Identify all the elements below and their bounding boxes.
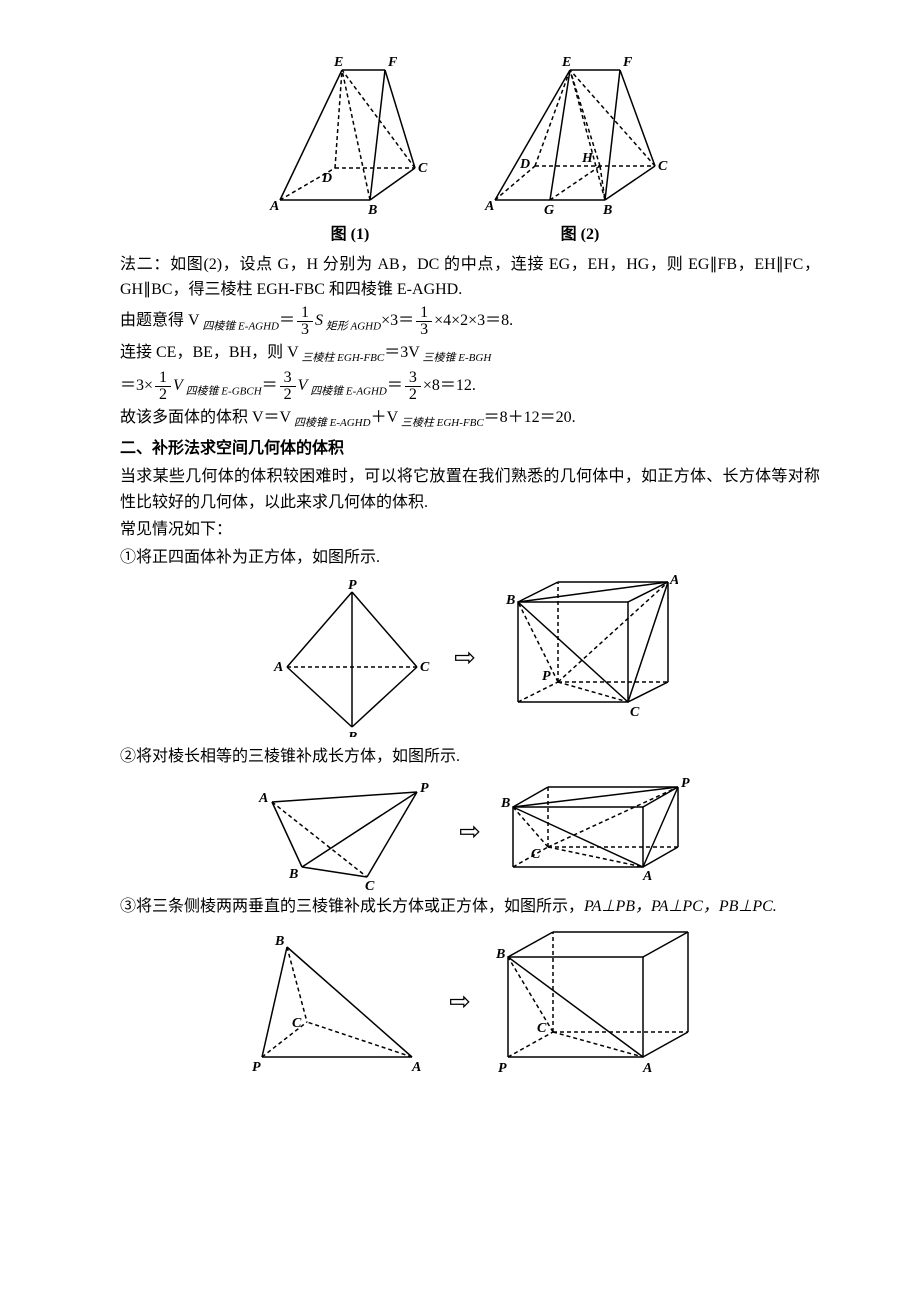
section2-title: 二、补形法求空间几何体的体积 xyxy=(120,436,820,462)
section2-item1: ①将正四面体补为正方体，如图所示. xyxy=(120,545,820,571)
svg-text:A: A xyxy=(669,573,678,588)
eq3-mid3: V xyxy=(298,377,308,394)
vol-mid1: ＋V xyxy=(371,409,399,426)
svg-text:B: B xyxy=(347,730,357,737)
figure-1-svg: A B C D E F xyxy=(260,50,440,220)
svg-text:C: C xyxy=(420,660,430,675)
item2-figures: A P B C ⇨ B P A C xyxy=(120,772,820,892)
svg-text:B: B xyxy=(367,203,377,218)
eq1-prefix: 由题意得 V xyxy=(120,312,200,329)
eq1-mid3: ×3＝ xyxy=(381,312,414,329)
figure-2-svg: A G B C H D E F xyxy=(480,50,680,220)
svg-text:P: P xyxy=(498,1061,507,1076)
eq3-mid2: ＝ xyxy=(262,377,278,394)
svg-text:D: D xyxy=(321,171,332,186)
tetra-svg: P A C B xyxy=(262,577,442,737)
eq3-mid1: V xyxy=(173,377,183,394)
cuboid-tetra-svg: B P A C xyxy=(493,772,693,892)
arrow-1: ⇨ xyxy=(454,637,476,679)
cube-tetra-svg: A B C P xyxy=(488,572,678,742)
svg-text:F: F xyxy=(387,55,398,70)
frac-3-2-b: 32 xyxy=(405,370,421,403)
svg-text:A: A xyxy=(642,869,652,884)
arrow-2: ⇨ xyxy=(459,811,481,853)
frac-3-2-a: 32 xyxy=(280,370,296,403)
right-tetra-svg: P A B C xyxy=(237,927,437,1077)
item1-figures: P A C B ⇨ A B C P xyxy=(120,572,820,742)
eq1-mid4: ×4×2×3＝8. xyxy=(434,312,513,329)
svg-text:B: B xyxy=(495,947,505,962)
section2-item2: ②将对棱长相等的三棱锥补成长方体，如图所示. xyxy=(120,744,820,770)
eq3-mid4: ＝ xyxy=(387,377,403,394)
method2-eq1: 由题意得 V 四棱锥 E-AGHD＝13S 矩形 AGHD×3＝13×4×2×3… xyxy=(120,305,820,338)
svg-text:E: E xyxy=(561,55,571,70)
svg-text:A: A xyxy=(269,199,279,214)
eq1-mid1: ＝ xyxy=(279,312,295,329)
vol-end: ＝8＋12＝20. xyxy=(484,409,576,426)
svg-text:C: C xyxy=(630,705,640,720)
eq1-mid2: S xyxy=(315,312,323,329)
eq3-pre: ＝3× xyxy=(120,377,153,394)
svg-text:C: C xyxy=(658,159,668,174)
svg-text:A: A xyxy=(411,1060,421,1075)
method2-line1: 法二：如图(2)，设点 G，H 分别为 AB，DC 的中点，连接 EG，EH，H… xyxy=(120,252,820,303)
svg-text:C: C xyxy=(292,1016,302,1031)
figure-1-block: A B C D E F 图 (1) xyxy=(260,50,440,248)
frac-1-3-a: 13 xyxy=(297,305,313,338)
svg-text:A: A xyxy=(258,791,268,806)
vol-sub1: 四棱锥 E-AGHD xyxy=(291,417,370,429)
vol-pre: 故该多面体的体积 V＝V xyxy=(120,409,291,426)
method2-volume: 故该多面体的体积 V＝V 四棱锥 E-AGHD＋V 三棱柱 EGH-FBC＝8＋… xyxy=(120,405,820,433)
figure-2-caption: 图 (2) xyxy=(561,222,600,248)
method2-connect: 连接 CE，BE，BH，则 V 三棱柱 EGH-FBC＝3V 三棱锥 E-BGH xyxy=(120,340,820,368)
svg-text:C: C xyxy=(418,161,428,176)
svg-text:A: A xyxy=(484,199,494,214)
figure-2-block: A G B C H D E F 图 (2) xyxy=(480,50,680,248)
svg-text:C: C xyxy=(365,879,375,892)
svg-text:P: P xyxy=(420,781,429,796)
item3-b: PA⊥PB，PA⊥PC，PB⊥PC. xyxy=(584,898,777,915)
svg-text:P: P xyxy=(348,578,357,593)
section2-para1: 当求某些几何体的体积较困难时，可以将它放置在我们熟悉的几何体中，如正方体、长方体… xyxy=(120,464,820,515)
svg-text:A: A xyxy=(273,660,283,675)
eq1-sub1: 四棱锥 E-AGHD xyxy=(200,320,279,332)
svg-text:B: B xyxy=(505,593,515,608)
cube-right-tetra-svg: P A B C xyxy=(483,922,703,1082)
tetra2-svg: A P B C xyxy=(247,772,447,892)
svg-text:P: P xyxy=(252,1060,261,1075)
item3-figures: P A B C ⇨ P A B C xyxy=(120,922,820,1082)
svg-text:E: E xyxy=(333,55,343,70)
svg-text:B: B xyxy=(602,203,612,218)
svg-text:C: C xyxy=(537,1021,547,1036)
connect-text: 连接 CE，BE，BH，则 V xyxy=(120,344,299,361)
sub-aghd: 四棱锥 E-AGHD xyxy=(307,385,386,397)
svg-text:P: P xyxy=(542,669,551,684)
svg-text:B: B xyxy=(274,934,284,949)
figure-1-caption: 图 (1) xyxy=(331,222,370,248)
eq3-mid5: ×8＝12. xyxy=(423,377,476,394)
eq2-mid: ＝3V xyxy=(384,344,420,361)
sub-pyr-bgh: 三棱锥 E-BGH xyxy=(420,352,492,364)
sub-prism: 三棱柱 EGH-FBC xyxy=(299,352,385,364)
method2-eq3: ＝3×12V 四棱锥 E-GBCH＝32V 四棱锥 E-AGHD＝32×8＝12… xyxy=(120,370,820,403)
svg-text:A: A xyxy=(642,1061,652,1076)
svg-text:H: H xyxy=(581,151,594,166)
svg-text:C: C xyxy=(531,847,541,862)
svg-text:F: F xyxy=(622,55,633,70)
section2-para2: 常见情况如下： xyxy=(120,517,820,543)
item3-a: ③将三条侧棱两两垂直的三棱锥补成长方体或正方体，如图所示， xyxy=(120,898,584,915)
section2-item3: ③将三条侧棱两两垂直的三棱锥补成长方体或正方体，如图所示，PA⊥PB，PA⊥PC… xyxy=(120,894,820,920)
vol-sub2: 三棱柱 EGH-FBC xyxy=(398,417,484,429)
svg-text:B: B xyxy=(288,867,298,882)
svg-text:B: B xyxy=(500,796,510,811)
eq1-sub2: 矩形 AGHD xyxy=(323,320,381,332)
frac-1-3-b: 13 xyxy=(416,305,432,338)
frac-1-2: 12 xyxy=(155,370,171,403)
svg-text:D: D xyxy=(519,157,530,172)
svg-text:P: P xyxy=(681,776,690,791)
top-figure-row: A B C D E F 图 (1) xyxy=(120,50,820,248)
sub-gbch: 四棱锥 E-GBCH xyxy=(183,385,262,397)
arrow-3: ⇨ xyxy=(449,981,471,1023)
svg-text:G: G xyxy=(544,203,554,218)
